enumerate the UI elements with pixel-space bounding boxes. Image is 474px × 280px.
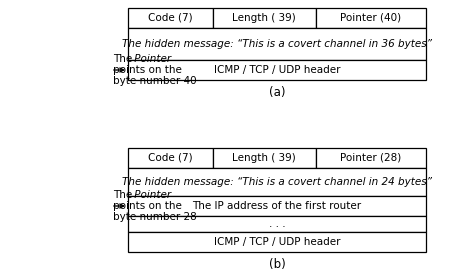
Bar [128,232,426,252]
Text: Pointer (40): Pointer (40) [340,13,401,23]
Bar [128,148,213,168]
Bar [213,148,316,168]
Bar [316,148,426,168]
Text: Length ( 39): Length ( 39) [232,13,296,23]
Text: points on the: points on the [113,65,182,75]
Bar [128,196,426,216]
Text: The: The [113,190,132,200]
Bar [128,28,426,60]
Text: (a): (a) [269,86,285,99]
Text: Pointer (28): Pointer (28) [340,153,401,163]
Bar [213,8,316,28]
Text: . . .: . . . [269,219,285,229]
Text: byte number 28: byte number 28 [113,211,197,221]
Bar [128,60,426,80]
Bar [316,8,426,28]
Text: ICMP / TCP / UDP header: ICMP / TCP / UDP header [214,65,340,75]
Text: points on the: points on the [113,201,182,211]
Text: Pointer: Pointer [131,55,171,64]
Text: The hidden message: “This is a covert channel in 36 bytes”: The hidden message: “This is a covert ch… [122,39,432,49]
Text: Pointer: Pointer [131,190,171,200]
Bar [128,8,213,28]
Text: Length ( 39): Length ( 39) [232,153,296,163]
Text: byte number 40: byte number 40 [113,76,197,85]
Text: ICMP / TCP / UDP header: ICMP / TCP / UDP header [214,237,340,247]
Text: The IP address of the first router: The IP address of the first router [192,201,362,211]
Bar [128,216,426,232]
Text: Code (7): Code (7) [148,13,193,23]
Text: Code (7): Code (7) [148,153,193,163]
Text: The: The [113,55,132,64]
Text: The hidden message: “This is a covert channel in 24 bytes”: The hidden message: “This is a covert ch… [122,177,432,187]
Text: (b): (b) [269,258,285,271]
Bar [128,168,426,196]
